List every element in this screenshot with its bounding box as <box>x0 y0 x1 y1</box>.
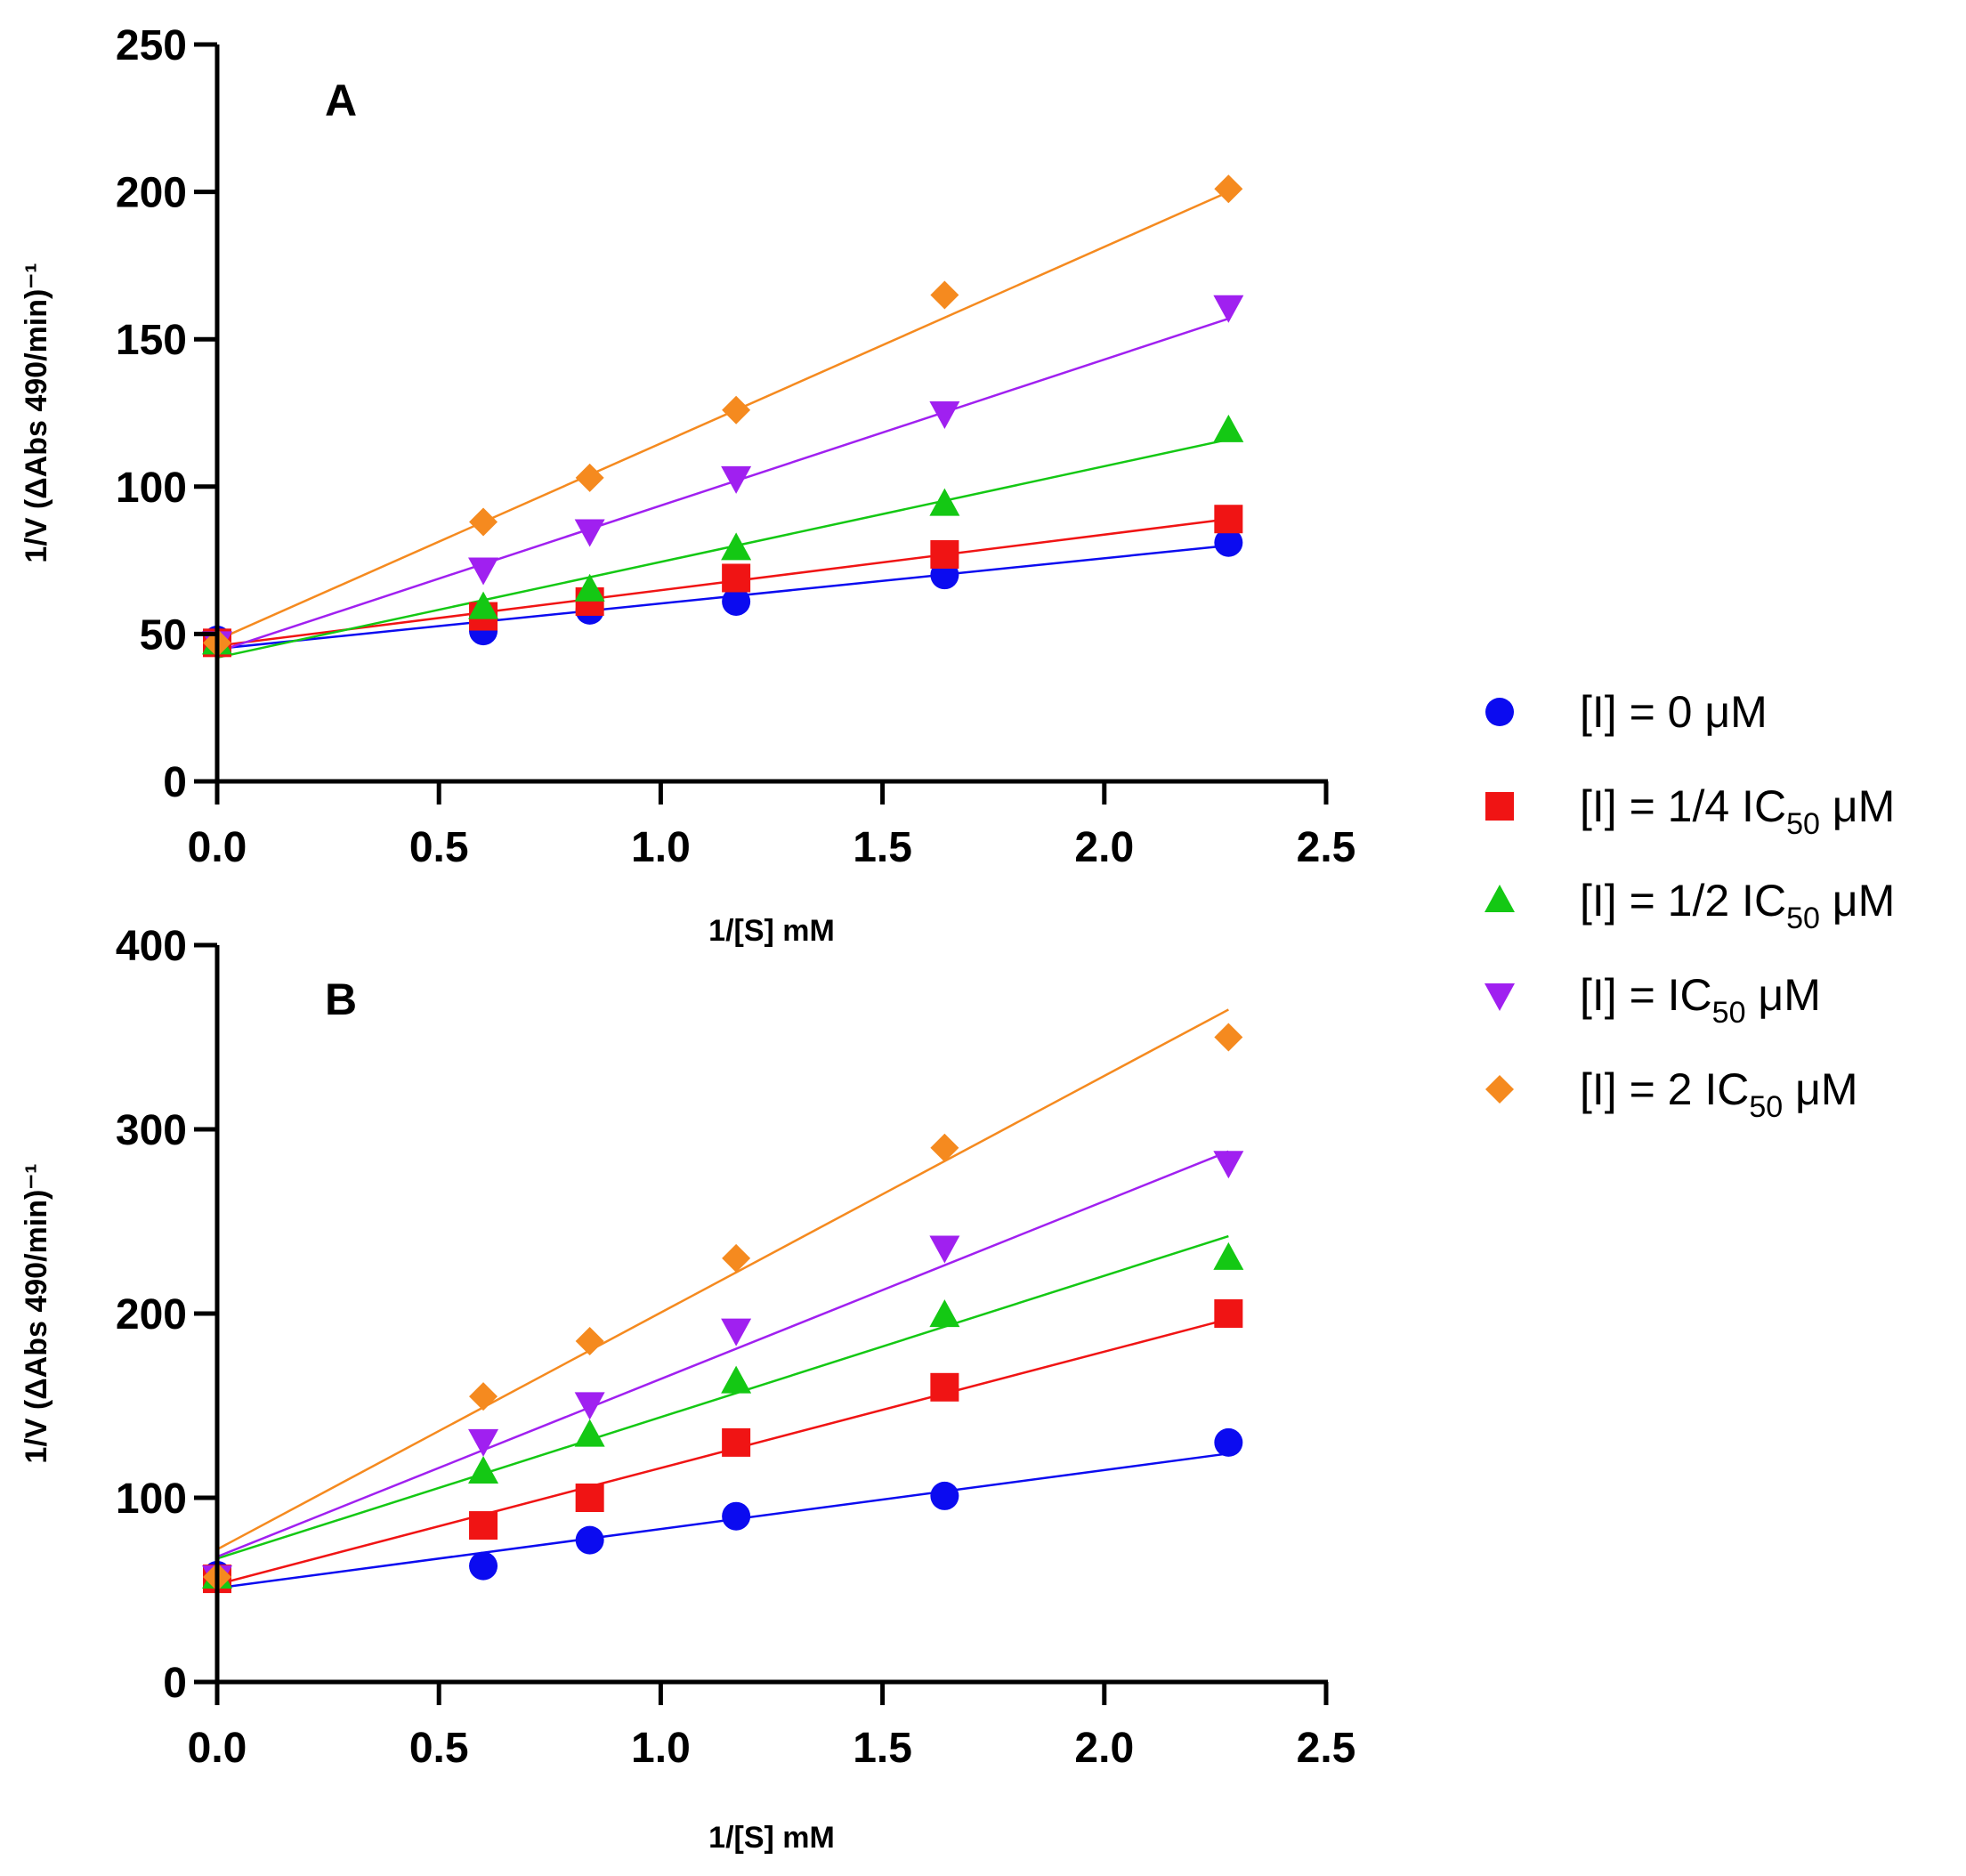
x-tick-label: 2.0 <box>1074 1725 1134 1772</box>
data-point-s2-4 <box>929 488 960 516</box>
data-point-s2-5 <box>1213 414 1244 442</box>
data-point-s4-1 <box>469 507 498 537</box>
data-point-s1-2 <box>575 1484 604 1512</box>
x-axis-title: 1/[S] mM <box>708 914 835 948</box>
panel-label: B <box>325 974 357 1024</box>
y-tick-label: 200 <box>116 1291 187 1338</box>
x-axis-title: 1/[S] mM <box>708 1821 835 1855</box>
panel-a: 0 50 100 150 200 250 0.0 0.5 1.0 1.5 2.0 2.5 1/[S] m… <box>20 22 1355 948</box>
data-point-s2-2 <box>574 573 605 602</box>
y-axis-title: 1/V (ΔAbs 490/min)⁻¹ <box>20 1163 53 1463</box>
legend-marker-0 <box>1485 698 1514 726</box>
legend-label-4: [I] = 2 IC50 μM <box>1580 1064 1858 1124</box>
data-point-s1-5 <box>1214 1299 1243 1328</box>
legend-marker-2 <box>1485 885 1515 912</box>
y-axis-title: 1/V (ΔAbs 490/min)⁻¹ <box>20 263 53 562</box>
y-tick-label: 50 <box>140 611 187 659</box>
data-point-s4-4 <box>930 1133 959 1162</box>
fit-line-3 <box>216 317 1229 653</box>
data-point-s2-5 <box>1213 1241 1244 1270</box>
y-tick-label: 150 <box>116 317 187 364</box>
data-point-s0-3 <box>722 1501 751 1531</box>
data-point-s0-3 <box>722 586 751 616</box>
data-point-s3-4 <box>929 401 960 429</box>
data-point-s4-4 <box>930 280 959 310</box>
fit-line-2 <box>216 1234 1229 1560</box>
data-point-s2-3 <box>721 532 752 561</box>
data-point-s3-2 <box>574 1392 605 1420</box>
data-point-s4-2 <box>575 463 604 492</box>
x-tick-label: 1.5 <box>853 824 912 871</box>
legend-label-0: [I] = 0 μM <box>1580 687 1768 737</box>
data-point-s3-5 <box>1213 295 1244 323</box>
data-point-s1-4 <box>930 539 959 569</box>
legend-label-1: [I] = 1/4 IC50 μM <box>1580 781 1895 841</box>
fit-line-3 <box>216 1150 1229 1558</box>
y-tick-label: 250 <box>116 22 187 69</box>
x-tick-label: 1.5 <box>853 1725 912 1772</box>
x-tick-label: 0.0 <box>188 1725 247 1772</box>
fit-line-4 <box>216 190 1229 642</box>
data-point-s2-4 <box>929 1299 960 1328</box>
data-point-s4-3 <box>722 1243 751 1273</box>
y-tick-label: 100 <box>116 1476 187 1523</box>
x-tick-label: 1.0 <box>631 1725 691 1772</box>
legend-marker-1 <box>1485 792 1514 821</box>
data-point-s0-5 <box>1214 1427 1243 1457</box>
legend-marker-4 <box>1485 1075 1514 1104</box>
data-point-s2-1 <box>468 591 499 619</box>
panel-b: 0 100 200 300 400 0.0 0.5 1.0 1.5 2.0 2.5 1/[S] mM 1… <box>20 923 1355 1855</box>
y-tick-label: 300 <box>116 1107 187 1154</box>
y-tick-label: 0 <box>163 1660 187 1707</box>
legend-marker-3 <box>1485 983 1515 1011</box>
fit-line-2 <box>216 438 1229 659</box>
data-point-s1-1 <box>469 1511 498 1540</box>
data-point-s4-1 <box>469 1382 498 1411</box>
data-point-s1-3 <box>722 1427 751 1457</box>
x-tick-label: 0.5 <box>409 824 469 871</box>
data-point-s0-2 <box>575 1525 604 1555</box>
legend-label-3: [I] = IC50 μM <box>1580 970 1821 1030</box>
data-point-s0-5 <box>1214 528 1243 557</box>
data-point-s4-2 <box>575 1327 604 1356</box>
x-tick-label: 0.5 <box>409 1725 469 1772</box>
legend-label-2: [I] = 1/2 IC50 μM <box>1580 876 1895 935</box>
legend: [I] = 0 μM [I] = 1/4 IC50 μM [I] = 1/2 IC5… <box>1485 687 1895 1124</box>
x-tick-label: 0.0 <box>188 824 247 871</box>
data-point-s3-1 <box>468 557 499 586</box>
data-point-s4-5 <box>1214 1023 1243 1052</box>
x-tick-label: 2.5 <box>1297 824 1356 871</box>
data-point-s0-1 <box>469 1551 498 1581</box>
data-point-s2-2 <box>574 1419 605 1447</box>
data-point-s1-4 <box>930 1372 959 1402</box>
data-point-s2-1 <box>468 1456 499 1484</box>
x-tick-label: 2.0 <box>1074 824 1134 871</box>
data-point-s3-3 <box>721 1318 752 1346</box>
y-tick-label: 400 <box>116 923 187 970</box>
data-point-s2-3 <box>721 1365 752 1394</box>
data-point-s3-3 <box>721 465 752 494</box>
data-point-s4-5 <box>1214 174 1243 204</box>
y-tick-label: 200 <box>116 170 187 217</box>
y-tick-label: 0 <box>163 759 187 806</box>
data-point-s4-3 <box>722 395 751 425</box>
data-point-s1-5 <box>1214 505 1243 534</box>
data-point-s3-2 <box>574 519 605 547</box>
panel-label: A <box>325 76 357 125</box>
y-tick-label: 100 <box>116 465 187 512</box>
x-tick-label: 2.5 <box>1297 1725 1356 1772</box>
data-point-s3-1 <box>468 1428 499 1457</box>
data-point-s3-4 <box>929 1235 960 1264</box>
data-point-s0-4 <box>930 1481 959 1510</box>
data-point-s1-3 <box>722 563 751 593</box>
fit-line-4 <box>216 1008 1229 1551</box>
data-point-s3-5 <box>1213 1151 1244 1179</box>
x-tick-label: 1.0 <box>631 824 691 871</box>
